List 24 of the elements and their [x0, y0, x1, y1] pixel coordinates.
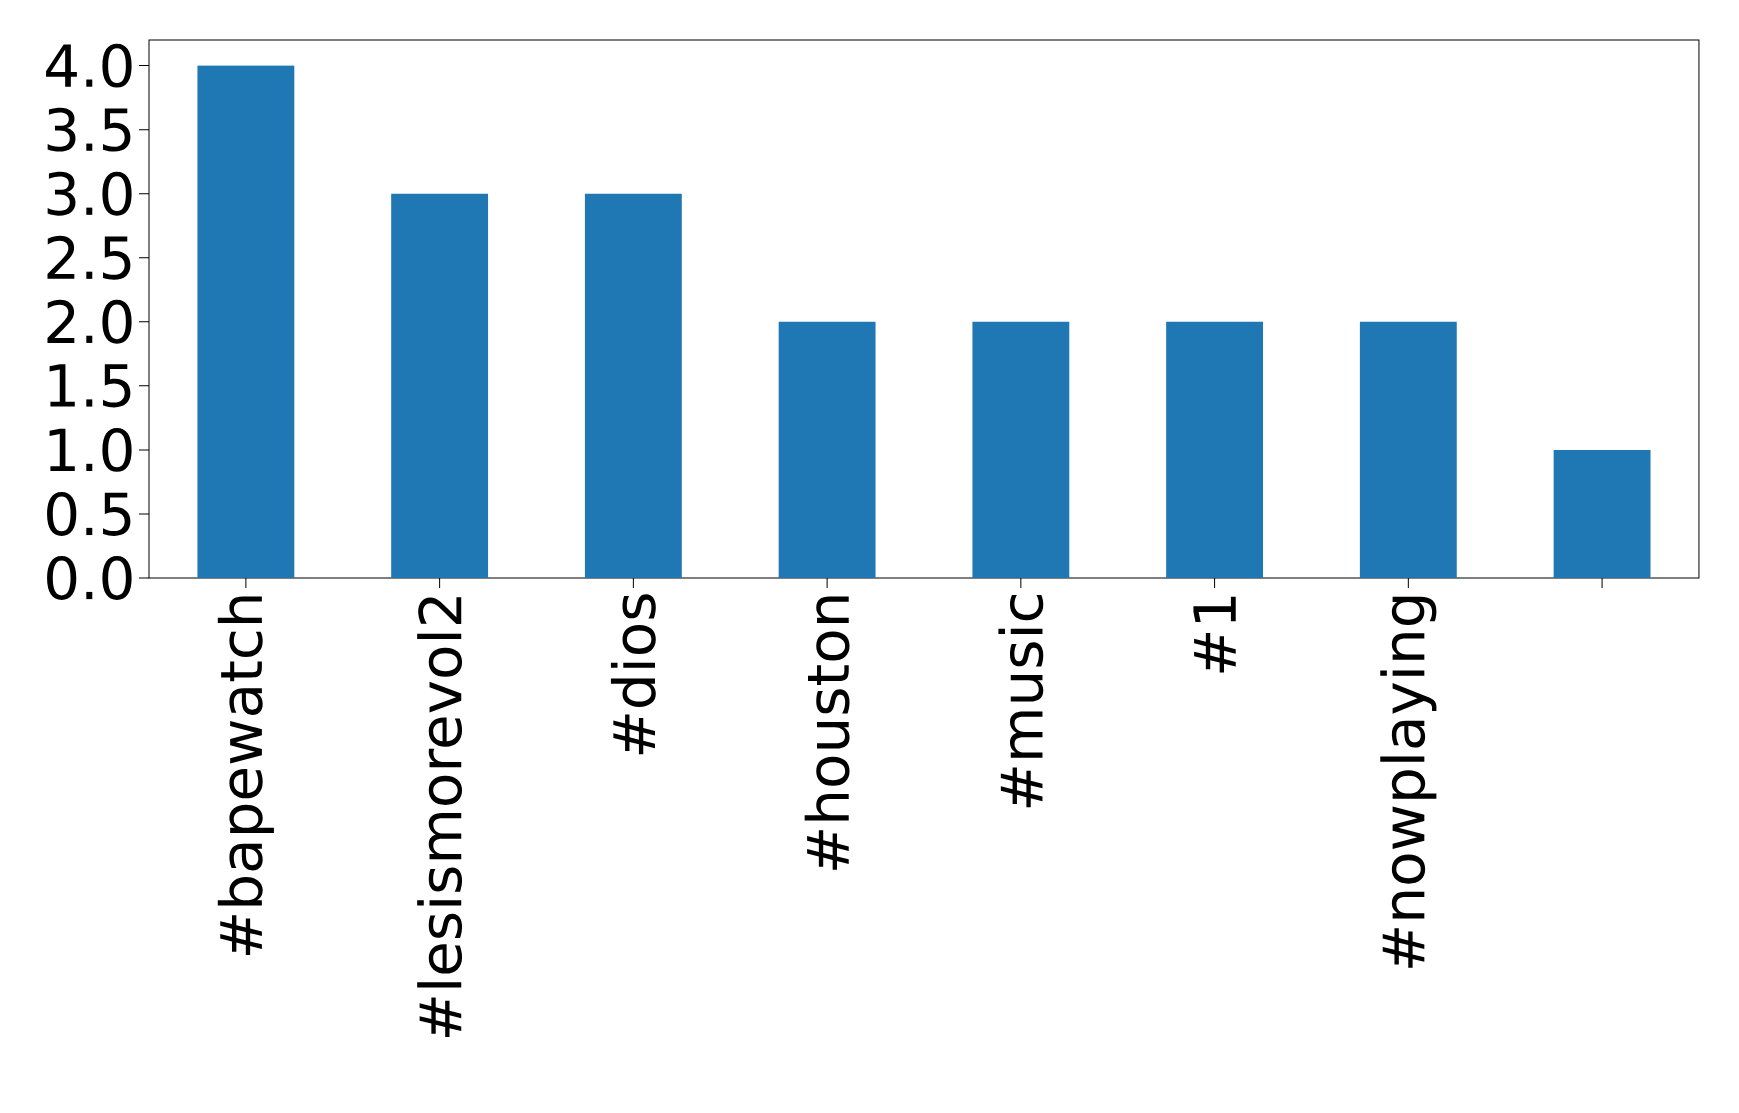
y-tick-label: 1.5: [49, 364, 131, 408]
y-tick-label: 3.5: [47, 107, 131, 152]
bar: [972, 321, 1070, 578]
y-tick-label: 0.5: [47, 492, 131, 536]
bar: [1166, 321, 1264, 578]
x-tick-label: #houston: [804, 596, 850, 870]
bar: [584, 193, 682, 578]
x-tick-label: #dios: [610, 594, 656, 755]
x-tick-label: #music: [998, 595, 1044, 808]
x-tick-label: #1: [1193, 596, 1236, 673]
bar: [778, 321, 876, 578]
x-tick-label: #nowplaying: [1380, 596, 1437, 968]
y-tick-label: 2.5: [47, 235, 131, 280]
y-tick-label: 4.0: [46, 43, 132, 88]
x-tick-label: #bapewatch: [217, 596, 274, 955]
x-tick-label: #lesismorevol2: [417, 597, 463, 1038]
bar: [1553, 449, 1651, 578]
bar: [197, 65, 295, 578]
y-tick-label: 0.0: [47, 556, 132, 600]
y-tick-label: 2.0: [47, 299, 132, 344]
y-tick-label: 3.0: [47, 171, 132, 216]
y-tick-label: 1.0: [49, 427, 132, 472]
bar: [1359, 321, 1457, 578]
bar: [391, 193, 489, 578]
